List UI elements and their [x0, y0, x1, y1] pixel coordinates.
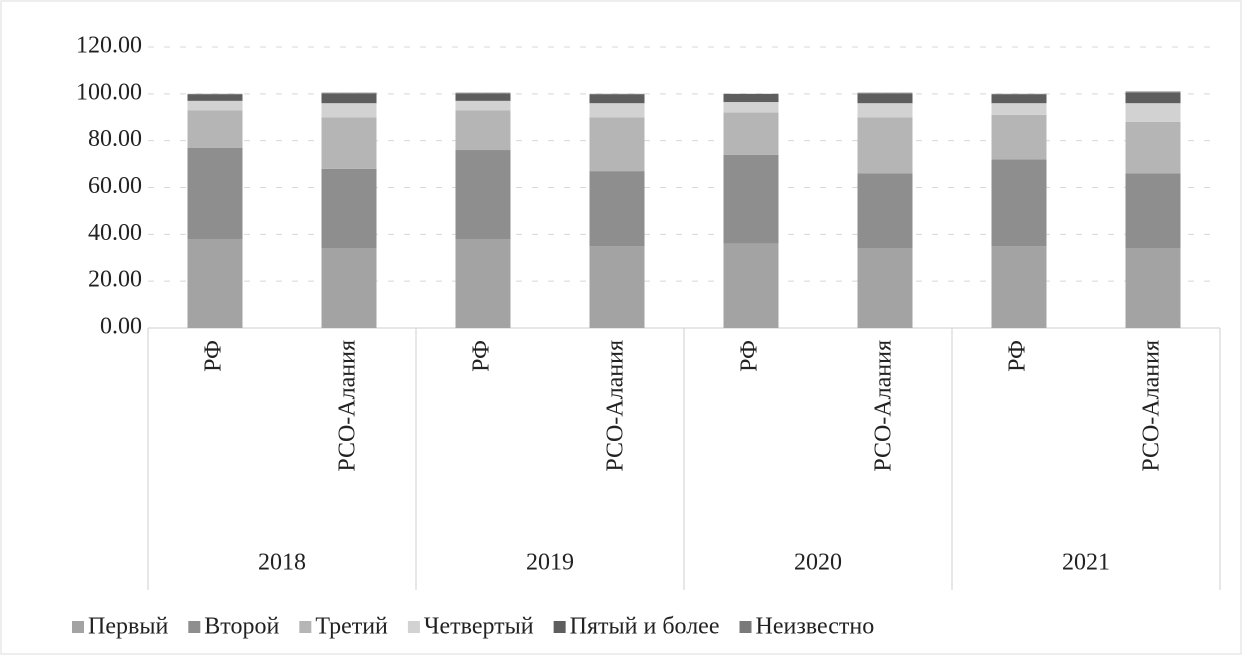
bar-segment: [455, 150, 511, 240]
bar-segment: [1125, 173, 1181, 249]
bar-segment: [455, 93, 511, 101]
group-label: 2020: [794, 550, 842, 576]
legend-swatch: [407, 621, 420, 633]
bar-segment: [187, 100, 243, 111]
bar-segment: [857, 93, 913, 104]
legend-swatch: [553, 621, 566, 633]
bar-segment: [187, 93, 243, 96]
y-tick-label: 100.00: [76, 79, 142, 105]
bar-segment: [187, 110, 243, 148]
bar-segment: [723, 154, 779, 244]
y-tick-label: 120.00: [76, 33, 142, 59]
bar-segment: [1125, 91, 1181, 93]
bar-segment: [991, 114, 1047, 160]
bar-segment: [1125, 248, 1181, 328]
group-label: 2019: [526, 550, 574, 576]
y-tick-label: 80.00: [88, 126, 142, 152]
bar-segment: [589, 93, 645, 96]
bar-segment: [455, 239, 511, 328]
bar-segment: [723, 102, 779, 113]
legend-swatch: [72, 621, 84, 633]
bar-segment: [321, 248, 377, 328]
y-tick-label: 0.00: [100, 314, 142, 340]
x-tick-label: РСО-Алания: [871, 340, 897, 472]
bar-segment: [857, 92, 913, 94]
bar-segment: [857, 173, 913, 249]
legend-label: Первый: [88, 614, 168, 640]
bar-segment: [991, 246, 1047, 328]
bar-segment: [857, 248, 913, 328]
bar-segment: [455, 92, 511, 94]
bar-segment: [589, 95, 645, 104]
group-label: 2021: [1062, 550, 1110, 576]
bar-segment: [321, 93, 377, 104]
bar-segment: [857, 103, 913, 118]
bar-segment: [1125, 103, 1181, 122]
x-tick-label: РСО-Алания: [335, 340, 361, 472]
legend-swatch: [299, 621, 312, 633]
bar-segment: [723, 93, 779, 103]
x-tick-label: РФ: [737, 340, 763, 372]
bar-segment: [723, 112, 779, 155]
bar-segment: [991, 93, 1047, 96]
y-tick-label: 40.00: [88, 220, 142, 246]
legend-swatch: [188, 621, 201, 633]
bar-segment: [1125, 121, 1181, 174]
y-tick-label: 20.00: [88, 267, 142, 293]
bar-segment: [321, 117, 377, 169]
group-label: 2018: [258, 550, 306, 576]
bar-segment: [991, 159, 1047, 247]
bar-segment: [187, 239, 243, 328]
bar-segment: [589, 117, 645, 172]
legend-label: Третий: [315, 614, 388, 640]
bar-segment: [321, 92, 377, 94]
bar-segment: [723, 243, 779, 328]
bar-segment: [589, 171, 645, 247]
bar-segment: [1125, 92, 1181, 104]
x-tick-label: РСО-Алания: [603, 340, 629, 472]
bar-segment: [321, 103, 377, 118]
legend-label: Второй: [204, 614, 279, 640]
bar-segment: [455, 100, 511, 111]
bar-segment: [589, 246, 645, 328]
bar-segment: [187, 147, 243, 240]
x-tick-label: РФ: [1005, 340, 1031, 372]
legend-label: Неизвестно: [756, 614, 875, 640]
bar-segment: [455, 110, 511, 151]
legend-swatch: [739, 621, 752, 633]
x-tick-label: РСО-Алания: [1139, 340, 1165, 472]
bar-segment: [991, 103, 1047, 115]
y-tick-label: 60.00: [88, 173, 142, 199]
bar-segment: [857, 117, 913, 174]
legend-label: Четвертый: [424, 614, 534, 640]
bar-segment: [589, 103, 645, 118]
x-tick-label: РФ: [469, 340, 495, 372]
bar-segment: [991, 95, 1047, 104]
bar-segment: [321, 168, 377, 249]
bar-segment: [187, 95, 243, 101]
legend-label: Пятый и более: [570, 614, 720, 640]
x-tick-label: РФ: [201, 340, 227, 372]
